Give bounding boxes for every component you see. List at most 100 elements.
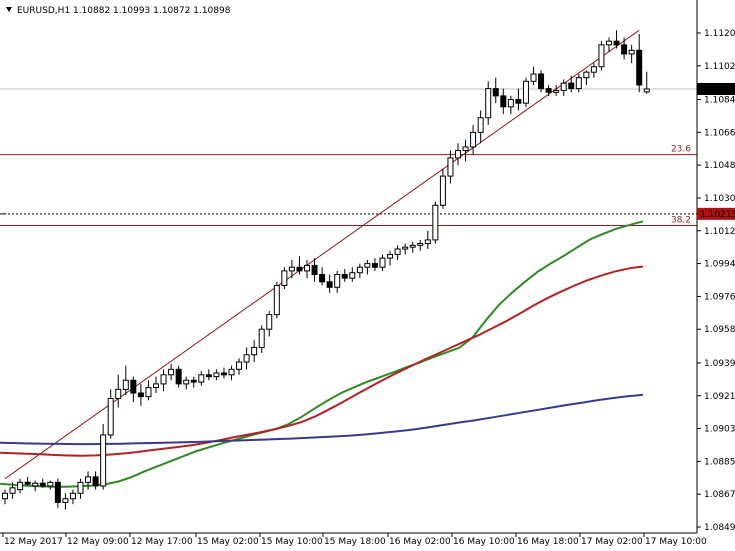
candle[interactable] [326,274,333,293]
candle[interactable] [205,369,212,381]
candle[interactable] [606,37,612,53]
candle[interactable] [507,95,514,115]
candle[interactable] [130,376,137,403]
candle[interactable] [492,77,499,104]
candle[interactable] [17,478,24,494]
candle[interactable] [590,63,597,78]
candle[interactable] [553,84,560,96]
candle[interactable] [296,256,303,275]
candle[interactable] [311,258,318,282]
candle[interactable] [447,150,454,184]
candle[interactable] [213,369,220,381]
candle[interactable] [568,75,575,93]
candle-body [326,281,333,288]
candle[interactable] [54,478,61,508]
candle[interactable] [107,389,114,439]
candle[interactable] [356,263,363,279]
candle[interactable] [190,376,197,388]
candle[interactable] [62,493,69,510]
candle[interactable] [477,110,484,144]
candle[interactable] [515,88,522,111]
candle[interactable] [485,81,492,126]
candle[interactable] [417,239,424,251]
candle[interactable] [32,480,39,492]
candle[interactable] [621,37,628,60]
candle[interactable] [85,471,92,490]
candle[interactable] [500,88,507,115]
candle[interactable] [341,269,348,282]
candle[interactable] [9,482,16,499]
candle-body [424,239,431,245]
candle[interactable] [100,424,107,490]
candle[interactable] [24,476,31,486]
candle[interactable] [319,267,326,286]
candle[interactable] [145,380,152,401]
candle-body [447,157,454,177]
candle[interactable] [273,281,280,319]
y-tick-label: 1.10660 [704,128,735,138]
candle[interactable] [115,374,122,408]
candle[interactable] [160,369,167,392]
candle[interactable] [371,258,378,271]
candle[interactable] [69,489,76,505]
candle[interactable] [470,125,477,155]
candle[interactable] [583,70,590,85]
candle[interactable] [47,480,54,490]
candle[interactable] [560,79,567,96]
candle[interactable] [364,259,371,275]
dropdown-triangle-icon[interactable] [6,7,12,12]
candle[interactable] [236,358,243,375]
candle[interactable] [168,363,175,381]
candle[interactable] [228,365,235,381]
candle[interactable] [636,33,643,93]
candle[interactable] [643,71,650,94]
candle[interactable] [455,143,461,166]
candle[interactable] [92,471,99,490]
candle[interactable] [258,325,265,353]
candle-body [130,379,137,394]
candle[interactable] [598,41,605,71]
y-tick-label: 1.09580 [704,325,735,335]
candle-body [153,383,159,389]
candle[interactable] [432,201,439,244]
candle[interactable] [137,383,144,406]
candle[interactable] [183,376,190,390]
candle[interactable] [379,254,386,271]
candle[interactable] [220,367,227,379]
candle[interactable] [538,70,545,93]
candle[interactable] [462,139,469,162]
candle-body [606,40,612,46]
candle[interactable] [575,74,582,93]
candle[interactable] [122,365,129,395]
candle[interactable] [198,371,205,386]
candle[interactable] [439,168,446,209]
candle[interactable] [424,230,431,250]
candle[interactable] [349,267,356,282]
candle[interactable] [334,270,341,293]
candle[interactable] [522,77,529,107]
candle-body [371,263,378,268]
candle[interactable] [251,340,258,363]
candle[interactable] [304,259,310,279]
overlay: EURUSD,H1 1.10882 1.10993 1.10872 1.1089… [2,6,735,220]
candle[interactable] [77,478,84,499]
candle[interactable] [613,30,620,49]
candle[interactable] [402,243,409,255]
candle[interactable] [409,241,416,253]
candle[interactable] [153,376,159,394]
candle[interactable] [2,489,8,505]
candle[interactable] [387,250,394,266]
candle[interactable] [530,66,537,85]
candle[interactable] [281,267,288,290]
candle[interactable] [243,347,250,370]
candle-body [251,346,258,356]
candle[interactable] [628,44,635,64]
candle[interactable] [266,310,273,337]
candle[interactable] [39,478,46,488]
candle[interactable] [288,259,295,279]
candle[interactable] [545,84,552,96]
plot-area[interactable]: 23.6 38.2 [0,29,697,510]
candle[interactable] [394,245,401,260]
candle[interactable] [175,365,182,388]
